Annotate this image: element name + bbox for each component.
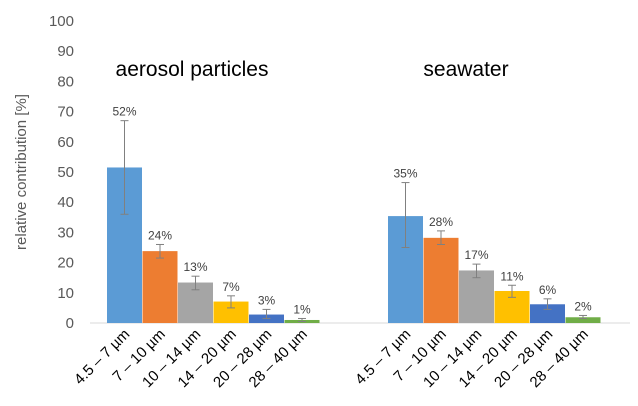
error-bar — [508, 284, 516, 298]
error-bar — [472, 263, 481, 279]
y-tick-label: 90 — [57, 43, 74, 60]
y-tick-label: 70 — [57, 104, 74, 121]
y-tick-label: 100 — [49, 13, 74, 30]
y-tick-label: 30 — [57, 224, 74, 241]
bar — [530, 304, 565, 323]
bar — [565, 317, 601, 323]
y-tick-label: 80 — [57, 73, 74, 90]
data-label: 1% — [293, 302, 311, 316]
y-tick-label: 40 — [57, 194, 74, 211]
y-axis-ticks: 0 10 20 30 40 50 60 70 80 90 100 — [49, 13, 74, 332]
data-label: 7% — [222, 280, 240, 294]
y-tick-label: 60 — [57, 134, 74, 151]
error-bar — [579, 314, 587, 319]
data-label: 17% — [464, 248, 488, 262]
bar — [423, 237, 459, 323]
y-tick-label: 0 — [66, 315, 74, 332]
data-label: 24% — [148, 228, 172, 242]
error-bar — [262, 308, 271, 319]
data-label: 13% — [183, 260, 207, 274]
data-label: 11% — [500, 269, 523, 283]
error-bar — [191, 275, 200, 291]
error-bar — [543, 298, 552, 310]
data-label: 28% — [429, 215, 453, 229]
error-bar — [298, 317, 306, 322]
group-title: aerosol particles — [116, 58, 269, 81]
error-bar — [156, 243, 164, 259]
data-label: 35% — [393, 167, 417, 181]
error-bar — [401, 182, 410, 248]
data-label: 3% — [258, 293, 276, 307]
bar — [142, 251, 178, 323]
error-bar — [120, 120, 129, 215]
data-label: 2% — [574, 299, 592, 313]
y-tick-label: 10 — [57, 285, 74, 302]
group-title: seawater — [423, 58, 508, 81]
y-axis-label: relative contribution [%] — [13, 94, 30, 250]
error-bar — [437, 230, 445, 245]
y-tick-label: 50 — [57, 164, 74, 181]
error-bar — [227, 295, 235, 309]
data-label: 52% — [112, 105, 136, 119]
y-tick-label: 20 — [57, 255, 74, 272]
bar — [213, 301, 249, 323]
bar — [459, 270, 494, 323]
data-label: 6% — [539, 283, 557, 297]
